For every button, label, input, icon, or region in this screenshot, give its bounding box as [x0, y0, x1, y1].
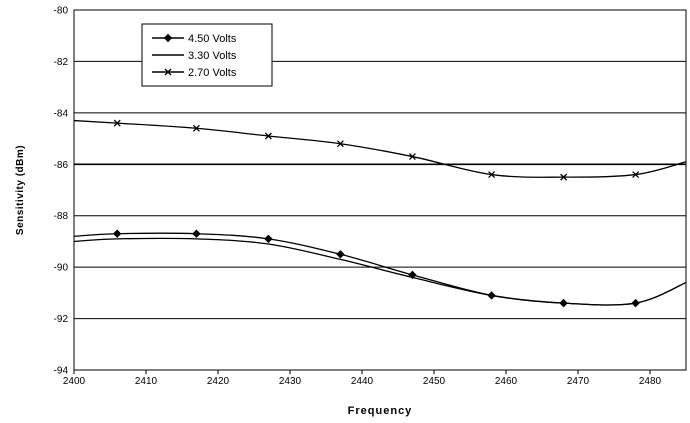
- y-tick-label: -84: [54, 108, 69, 119]
- x-tick-label: 2410: [135, 376, 158, 387]
- point-marker-diamond: [112, 229, 122, 238]
- point-marker-diamond: [264, 234, 273, 244]
- y-tick-label: -82: [54, 57, 69, 68]
- legend-item: 4.50 Volts: [152, 33, 237, 45]
- x-tick-label: 2440: [351, 376, 374, 387]
- y-tick-label: -94: [54, 366, 69, 377]
- x-tick-labels: 2400 2410 2420 2430 2440 2450 2460 2470 2480: [63, 370, 662, 387]
- x-tick-label: 2480: [639, 376, 662, 387]
- y-tick-label: -90: [54, 263, 69, 274]
- y-tick-label: -92: [54, 314, 69, 325]
- x-tick-label: 2400: [63, 376, 86, 387]
- series-line: [73, 237, 687, 306]
- series-line: [73, 119, 687, 178]
- legend-item: 2.70 Volts: [152, 67, 237, 79]
- grid-layer: [74, 60, 686, 320]
- point-marker-x: [164, 68, 172, 76]
- legend-items: 4.50 Volts 3.30 Volts 2.70 Volts: [152, 33, 237, 79]
- legend-label: 2.70 Volts: [188, 67, 237, 79]
- y-tick-labels: -80 -82 -84 -86 -88 -90 -92 -94: [54, 6, 69, 377]
- legend-label: 3.30 Volts: [188, 50, 237, 62]
- x-tick-label: 2460: [495, 376, 518, 387]
- point-marker-x: [560, 173, 568, 181]
- x-tick-label: 2450: [423, 376, 446, 387]
- x-tick-label: 2430: [279, 376, 302, 387]
- series-layer: [73, 119, 687, 308]
- legend-label: 4.50 Volts: [188, 33, 237, 45]
- series-3: [73, 119, 687, 181]
- legend-item: 3.30 Volts: [152, 50, 237, 62]
- x-tick-label: 2420: [207, 376, 230, 387]
- point-marker-x: [488, 171, 496, 179]
- point-marker-x: [113, 119, 121, 127]
- legend: 4.50 Volts 3.30 Volts 2.70 Volts: [141, 23, 273, 87]
- point-marker-diamond: [163, 33, 173, 43]
- x-tick-label: 2470: [567, 376, 590, 387]
- plot-frame: [73, 9, 687, 371]
- y-tick-label: -86: [54, 160, 69, 171]
- point-marker-x: [192, 124, 200, 132]
- point-marker-x: [408, 153, 416, 161]
- series-1: [73, 229, 687, 308]
- x-axis-label: Frequency: [348, 405, 413, 417]
- series-2: [73, 237, 687, 306]
- point-marker-x: [632, 171, 640, 179]
- point-marker-diamond: [336, 250, 345, 259]
- y-tick-label: -80: [54, 6, 69, 17]
- y-axis-label: Sensitivity (dBm): [15, 145, 26, 235]
- point-marker-x: [336, 140, 344, 148]
- point-marker-diamond: [192, 229, 201, 238]
- y-tick-label: -88: [54, 211, 69, 222]
- point-marker-x: [264, 132, 272, 140]
